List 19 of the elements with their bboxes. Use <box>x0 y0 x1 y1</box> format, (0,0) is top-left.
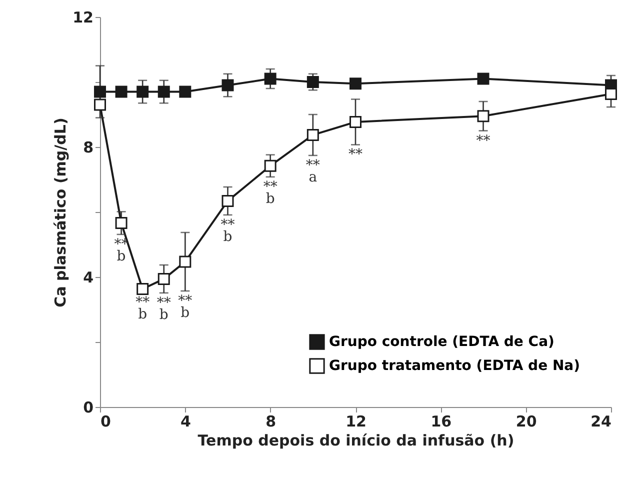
y-tick-label: 4 <box>83 268 94 286</box>
annotation: ** <box>348 146 362 163</box>
y-tick-label: 12 <box>72 8 94 26</box>
x-axis-title: Tempo depois do início da infusão (h) <box>198 432 514 450</box>
annotation: b <box>138 306 148 322</box>
legend-label: Grupo controle (EDTA de Ca) <box>329 334 554 350</box>
y-tick-label: 0 <box>83 398 94 416</box>
x-tick-label: 24 <box>590 412 612 430</box>
x-tick-label: 12 <box>346 412 366 430</box>
annotation: b <box>180 304 190 321</box>
x-tick-label: 0 <box>100 412 111 430</box>
y-tick-label: 8 <box>83 138 94 156</box>
x-tick-label: 16 <box>430 412 452 430</box>
legend-label: Grupo tratamento (EDTA de Na) <box>329 358 580 374</box>
annotation: ** <box>476 132 490 149</box>
y-axis-title: Ca plasmático (mg/dL) <box>52 118 70 308</box>
x-tick-label: 8 <box>266 412 276 430</box>
x-tick-label: 4 <box>180 412 191 430</box>
x-tick-label: 20 <box>516 412 537 430</box>
